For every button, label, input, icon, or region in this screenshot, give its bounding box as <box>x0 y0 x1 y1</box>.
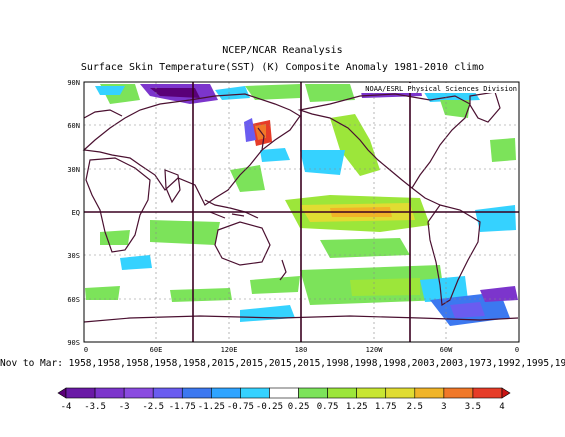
colorbar-label: 1.75 <box>375 402 397 412</box>
lon-tick-0: 0 <box>84 346 88 354</box>
colorbar-label: -0.25 <box>256 402 283 412</box>
colorbar-box <box>211 387 241 399</box>
anomaly-map: NOAA/ESRL Physical Sciences Division 90N… <box>67 79 520 354</box>
composite-dates: Nov to Mar: 1958,1958,1958,1958,1958,201… <box>0 358 565 369</box>
lat-tick-60n: 60N <box>67 122 80 130</box>
colorbar-box <box>94 387 125 399</box>
lat-tick-90n: 90N <box>67 79 80 87</box>
anomaly-shading <box>85 84 518 326</box>
colorbar-box <box>472 387 503 399</box>
chart-subtitle: Surface Skin Temperature(SST) (K) Compos… <box>80 62 485 73</box>
colorbar-max-arrow <box>501 387 511 399</box>
colorbar-label: 0.25 <box>288 402 310 412</box>
continent-outlines <box>82 91 519 323</box>
colorbar-box <box>240 387 270 399</box>
colorbar-box <box>443 387 474 399</box>
colorbar-box <box>327 387 357 399</box>
colorbar-label: -1.75 <box>169 402 196 412</box>
lat-axis: 90N 60N 30N EQ 30S 60S 90S <box>67 79 80 347</box>
colorbar-label: 2.5 <box>407 402 423 412</box>
colorbar-boxes <box>57 387 511 399</box>
plot-frame <box>83 81 520 343</box>
colorbar-box <box>65 387 96 399</box>
colorbar-box <box>356 387 387 399</box>
colorbar-label: -0.75 <box>227 402 254 412</box>
colorbar-label: -2.5 <box>142 402 164 412</box>
chart-title: NCEP/NCAR Reanalysis <box>222 45 343 56</box>
lat-tick-60s: 60S <box>67 296 80 304</box>
colorbar-box <box>152 387 183 399</box>
colorbar-label: 3 <box>441 402 446 412</box>
lat-tick-90s: 90S <box>67 339 80 347</box>
colorbar-label: -1.25 <box>198 402 225 412</box>
lat-tick-30s: 30S <box>67 252 80 260</box>
lon-tick-0-east: 0 <box>515 346 519 354</box>
colorbar-label: -3.5 <box>84 402 106 412</box>
colorbar-box <box>414 387 445 399</box>
colorbar-box <box>181 387 212 399</box>
lon-tick-120w: 120W <box>366 346 384 354</box>
reference-lines <box>84 82 519 342</box>
colorbar: -4 -3.5 -3 -2.5 -1.75 -1.25 -0.75 -0.25 0.25 0.75… <box>57 387 511 412</box>
credit-label: NOAA/ESRL Physical Sciences Division <box>365 85 517 93</box>
colorbar-min-arrow <box>57 387 67 399</box>
colorbar-label: -3 <box>119 402 130 412</box>
credit-box <box>356 83 518 93</box>
colorbar-label: 1.25 <box>346 402 368 412</box>
colorbar-box <box>385 387 416 399</box>
lat-tick-30n: 30N <box>67 166 80 174</box>
colorbar-label: 0.75 <box>317 402 339 412</box>
colorbar-box <box>123 387 154 399</box>
lat-tick-eq: EQ <box>72 209 80 217</box>
lon-tick-120e: 120E <box>221 346 238 354</box>
lon-tick-60e: 60E <box>150 346 163 354</box>
lon-tick-60w: 60W <box>440 346 453 354</box>
lon-axis: 0 60E 120E 180 120W 60W 0 <box>84 346 519 354</box>
colorbar-label: -4 <box>61 402 72 412</box>
lon-tick-180: 180 <box>295 346 308 354</box>
colorbar-label: 3.5 <box>465 402 481 412</box>
colorbar-label: 4 <box>499 402 504 412</box>
colorbar-box <box>269 387 299 399</box>
colorbar-box <box>298 387 328 399</box>
colorbar-labels: -4 -3.5 -3 -2.5 -1.75 -1.25 -0.75 -0.25 0.25 0.75… <box>61 402 505 412</box>
